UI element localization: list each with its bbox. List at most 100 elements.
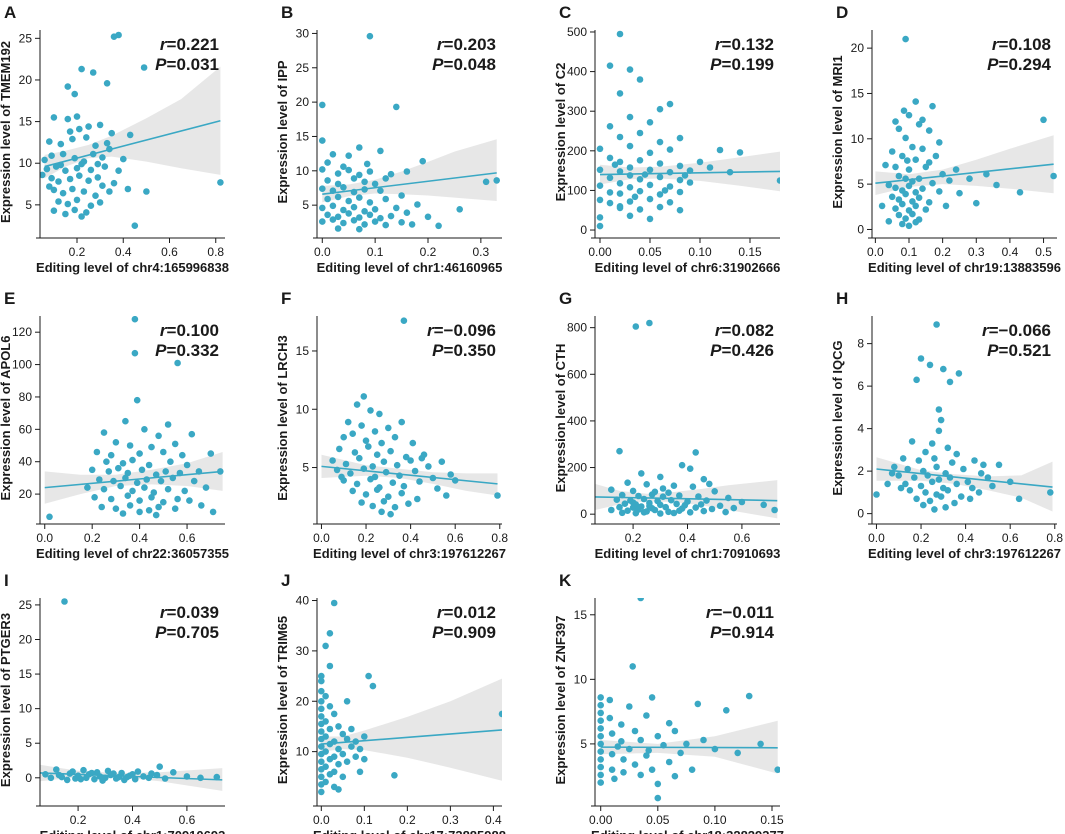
data-point [371, 218, 379, 225]
data-point [393, 461, 401, 469]
data-point [606, 154, 614, 162]
data-point [606, 174, 614, 182]
data-point [616, 168, 624, 175]
data-point [69, 185, 76, 193]
data-point [980, 461, 987, 469]
y-axis-title: Expression level of LRCH3 [275, 335, 290, 500]
data-point [124, 492, 132, 500]
p-symbol: P [432, 341, 444, 360]
data-point [350, 217, 358, 224]
data-point [657, 510, 664, 517]
data-point [597, 709, 604, 717]
data-point [631, 761, 639, 768]
data-point [345, 210, 353, 217]
p-value-text: =0.521 [999, 341, 1051, 360]
data-point [198, 502, 205, 509]
p-value: P=0.914 [710, 623, 774, 642]
regression-line [44, 470, 223, 489]
data-point [330, 599, 338, 607]
data-point [656, 203, 664, 211]
data-point [378, 439, 385, 447]
data-point [666, 183, 674, 190]
data-point [340, 184, 347, 191]
p-value: P=0.031 [155, 55, 219, 74]
data-point [345, 166, 353, 174]
data-point [676, 206, 684, 214]
x-tick-label: 0.8 [1046, 531, 1063, 545]
data-point [624, 479, 631, 487]
x-axis-title: Editing level of chr3:197612267 [868, 546, 1061, 561]
data-point [933, 321, 940, 328]
y-tick-label: 200 [567, 144, 587, 158]
data-point [648, 491, 656, 498]
data-point [757, 740, 764, 748]
data-point [319, 166, 326, 173]
r-value: =0.203 [444, 35, 496, 54]
data-point [335, 786, 342, 793]
y-tick-label: 10 [296, 402, 310, 416]
data-point [618, 509, 626, 517]
data-point [917, 482, 925, 490]
data-point [126, 442, 134, 449]
data-point [183, 461, 191, 469]
data-point [164, 485, 172, 493]
p-symbol: P [155, 55, 167, 74]
p-symbol: P [155, 341, 167, 360]
data-point [912, 202, 919, 210]
data-point [387, 447, 394, 455]
data-point [71, 90, 78, 98]
data-point [140, 64, 148, 71]
data-point [616, 158, 624, 166]
x-tick-label: 0.3 [473, 245, 490, 259]
data-point [148, 494, 155, 501]
y-axis-title: Expression level of PTGER3 [0, 613, 13, 787]
data-point [637, 771, 644, 779]
data-point [624, 507, 631, 514]
x-tick-label: 0.1 [367, 245, 384, 259]
y-tick-label: 120 [12, 325, 32, 339]
data-point [64, 115, 72, 123]
data-point [608, 506, 615, 514]
data-point [318, 758, 325, 765]
data-point [694, 700, 702, 708]
data-point [361, 733, 368, 740]
data-point [99, 182, 106, 189]
data-point [363, 160, 371, 168]
data-point [942, 202, 950, 210]
data-point [888, 193, 896, 201]
data-point [948, 459, 956, 466]
data-point [366, 32, 374, 40]
data-point [318, 677, 325, 685]
data-point [148, 443, 155, 451]
data-point [334, 170, 342, 177]
data-point [405, 500, 412, 508]
data-point [174, 359, 181, 367]
data-point [349, 430, 357, 438]
data-point [942, 504, 949, 511]
data-point [46, 138, 53, 145]
data-point [606, 696, 614, 704]
data-point [376, 410, 383, 418]
data-point [632, 509, 640, 517]
data-point [637, 736, 644, 744]
data-point [608, 486, 615, 494]
data-point [108, 129, 115, 137]
regression-line [595, 496, 778, 502]
data-point [343, 698, 351, 705]
data-point [597, 756, 604, 763]
data-point [905, 182, 913, 190]
x-axis-title: Editing level of chr3:197612267 [313, 546, 506, 561]
regression-line [321, 465, 498, 485]
data-point [407, 457, 414, 464]
data-point [969, 484, 976, 492]
data-point [626, 198, 634, 205]
data-point [213, 773, 221, 781]
data-point [73, 113, 81, 120]
data-point [912, 156, 919, 163]
data-point [657, 501, 664, 509]
data-point [636, 157, 644, 164]
data-point [716, 502, 724, 510]
data-point [366, 211, 374, 219]
data-point [909, 210, 916, 218]
data-point [942, 470, 949, 477]
